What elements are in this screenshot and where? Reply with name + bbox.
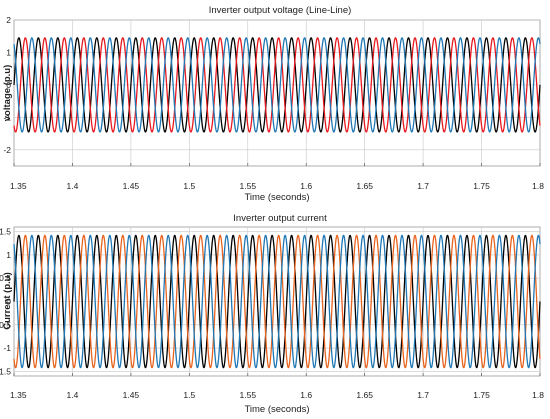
current-yticks: 1.5 1 0.5 0 -0.5 -1 -1.5 (0, 227, 11, 377)
voltage-x-tick-label: 1.8 (532, 181, 544, 191)
current-x-tick-label: 1.5 (183, 390, 195, 400)
current-chart-title: Inverter output current (233, 213, 327, 224)
voltage-x-tick-label: 1.6 (300, 181, 312, 191)
current-series-1 (13, 234, 541, 369)
voltage-x-tick-label: 1.75 (473, 181, 490, 191)
current-x-tick-label: 1.7 (417, 390, 429, 400)
voltage-y-axis-label: voltage (p.u) (2, 65, 13, 121)
current-series-group (13, 234, 541, 369)
current-x-tick-label: 1.75 (473, 390, 490, 400)
current-series-3 (13, 234, 541, 369)
voltage-x-tick-label: 1.55 (240, 181, 257, 191)
voltage-y-tick-label: -2 (3, 145, 11, 155)
current-x-tick-label: 1.35 (10, 390, 27, 400)
voltage-series-group (13, 37, 541, 133)
voltage-gridlines (14, 19, 540, 166)
current-y-axis-label: Current (p.u) (2, 272, 13, 330)
current-y-tick-label: -0.5 (0, 320, 11, 330)
voltage-y-tick-label: 1 (6, 47, 11, 57)
current-y-tick-label: 0 (6, 297, 11, 307)
voltage-x-tick-label: 1.35 (10, 181, 27, 191)
current-y-tick-label: 1 (6, 250, 11, 260)
voltage-y-tick-label: 0 (6, 80, 11, 90)
voltage-chart: Inverter output voltage (Line-Line) 2 1 0 -… (2, 5, 544, 203)
voltage-chart-title: Inverter output voltage (Line-Line) (209, 5, 352, 16)
current-y-tick-label: 0.5 (0, 273, 11, 283)
current-series-2 (13, 234, 541, 369)
voltage-xticks: 1.35 1.4 1.45 1.5 1.55 1.6 1.65 1.7 1.75 1.8 (10, 163, 544, 191)
current-y-tick-label: -1 (3, 343, 11, 353)
voltage-series-3 (13, 37, 541, 133)
voltage-x-tick-label: 1.5 (183, 181, 195, 191)
current-x-tick-label: 1.6 (300, 390, 312, 400)
current-y-tick-label: 1.5 (0, 227, 11, 237)
voltage-x-axis-label: Time (seconds) (244, 192, 309, 203)
current-x-tick-label: 1.4 (67, 390, 79, 400)
voltage-x-tick-label: 1.4 (67, 181, 79, 191)
voltage-y-tick-label: -1 (3, 112, 11, 122)
voltage-x-tick-label: 1.45 (123, 181, 140, 191)
voltage-y-tick-label: 2 (6, 15, 11, 25)
current-x-axis-label: Time (seconds) (244, 404, 309, 415)
voltage-yticks: 2 1 0 -1 -2 (3, 15, 11, 155)
current-x-tick-label: 1.8 (532, 390, 544, 400)
voltage-x-tick-label: 1.65 (356, 181, 373, 191)
voltage-series-1 (13, 37, 541, 133)
current-x-tick-label: 1.65 (356, 390, 373, 400)
current-x-tick-label: 1.55 (240, 390, 257, 400)
current-xticks: 1.35 1.4 1.45 1.5 1.55 1.6 1.65 1.7 1.75 1.8 (10, 373, 544, 400)
voltage-x-tick-label: 1.7 (417, 181, 429, 191)
current-x-tick-label: 1.45 (123, 390, 140, 400)
voltage-series-2 (13, 37, 541, 133)
current-y-tick-label: -1.5 (0, 366, 11, 376)
current-chart: Inverter output current 1.5 1 0.5 0 -0.5 -1 -1… (0, 213, 544, 415)
